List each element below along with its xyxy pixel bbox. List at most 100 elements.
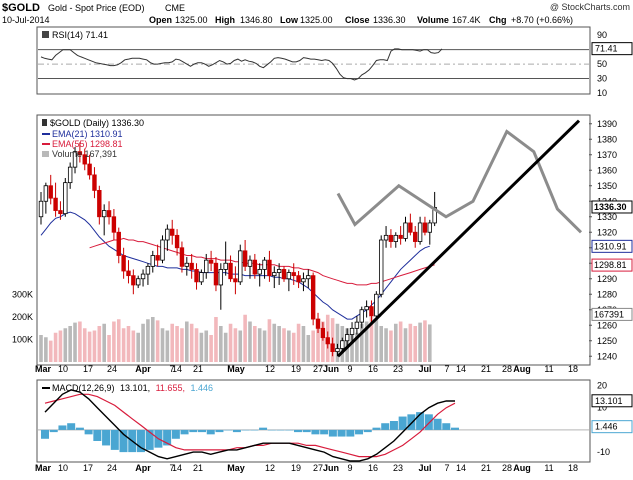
- candle-down: [77, 151, 83, 156]
- rsi-title: RSI(14) 71.41: [52, 30, 108, 40]
- macd-histogram-bar: [424, 414, 433, 430]
- candle-down: [155, 255, 160, 261]
- volume-bar: [287, 330, 291, 362]
- candle-up: [383, 234, 389, 241]
- macd-x-label: 11: [544, 463, 553, 473]
- volume-bar: [272, 323, 277, 362]
- price-x-label: 11: [544, 364, 553, 374]
- volume-value: 167.4K: [452, 15, 481, 25]
- price-x-label: 10: [58, 364, 68, 374]
- chg-value: +8.70 (+0.66%): [511, 15, 573, 25]
- price-tick-label: 1240: [597, 351, 617, 361]
- candle-up: [247, 259, 253, 267]
- volume-bar: [78, 321, 82, 362]
- low-label: Low: [280, 15, 299, 25]
- candle-up: [67, 166, 73, 184]
- close-label: Close: [345, 15, 370, 25]
- macd-panel: 20 10 -10 13.101 1.446: [38, 380, 633, 462]
- candle-up: [101, 210, 107, 218]
- rsi-value-marker: [591, 42, 633, 56]
- price-x-label: 9: [347, 364, 352, 374]
- candle-down: [310, 275, 316, 320]
- macd-histogram-bar: [320, 429, 329, 435]
- macd-histogram-bar: [416, 412, 425, 430]
- candle-up: [204, 259, 209, 273]
- macd-x-label: Mar: [35, 463, 52, 473]
- price-x-label: 23: [393, 364, 403, 374]
- volume-bar: [301, 326, 306, 362]
- close-value: 1336.30: [373, 15, 406, 25]
- macd-x-label: Jun: [323, 463, 339, 473]
- candle-down: [413, 231, 418, 242]
- macd-histogram-bar: [206, 429, 215, 435]
- rsi-tick-label: 90: [597, 30, 607, 40]
- candle-up: [393, 234, 398, 242]
- volume-bar: [92, 330, 97, 362]
- volume-bar: [398, 321, 403, 362]
- price-x-label: 17: [83, 364, 93, 374]
- price-value-marker: [591, 239, 633, 253]
- macd-x-label: 19: [291, 463, 301, 473]
- price-x-label: Aug: [513, 364, 531, 374]
- candle-down: [106, 210, 112, 218]
- volume-bar: [112, 321, 116, 362]
- price-x-label: Mar: [35, 364, 52, 374]
- candle-up: [165, 228, 170, 241]
- candle-down: [111, 216, 117, 233]
- rsi-tick-label: 30: [597, 74, 607, 84]
- macd-histogram-bar: [136, 429, 145, 453]
- candle-up: [432, 207, 437, 224]
- volume-bar: [53, 332, 58, 362]
- candle-up: [72, 151, 78, 168]
- macd-x-label: 28: [502, 463, 512, 473]
- candle-up: [262, 259, 267, 270]
- macd-legend-text: MACD(12,26,9) 13.101, 11.655, 1.446: [52, 383, 213, 393]
- candle-down: [228, 262, 233, 280]
- price-x-label: 27: [313, 364, 323, 374]
- volume-bar: [116, 319, 121, 362]
- candle-up: [403, 222, 408, 239]
- price-x-label: 14: [456, 364, 466, 374]
- macd-histogram-bar: [346, 429, 355, 437]
- candle-down: [82, 154, 87, 165]
- candle-up: [340, 340, 345, 349]
- candle-up: [238, 250, 243, 283]
- macd-histogram-bar: [145, 429, 154, 450]
- price-value-label: 1298.81: [594, 260, 627, 270]
- candle-up: [150, 255, 155, 267]
- rsi-value-label: 71.41: [595, 44, 618, 54]
- candle-down: [296, 275, 301, 283]
- candle-down: [388, 234, 394, 242]
- macd-x-label: 23: [393, 463, 403, 473]
- volume-bar: [107, 335, 111, 362]
- candle-up: [184, 262, 189, 267]
- candle-down: [58, 210, 63, 215]
- volume-bar: [204, 330, 209, 362]
- macd-title-macd: 13.101,: [120, 383, 150, 393]
- high-value: 1346.80: [240, 15, 273, 25]
- volume-bar: [160, 328, 165, 362]
- macd-histogram-bar: [119, 429, 128, 453]
- price-x-label: 7: [444, 364, 449, 374]
- macd-x-label: 12: [265, 463, 275, 473]
- volume-bar: [170, 323, 175, 362]
- candle-up: [199, 272, 204, 283]
- volume-bar: [58, 330, 63, 362]
- candle-down: [252, 259, 258, 275]
- macd-x-label: 14: [172, 463, 182, 473]
- volume-bar: [180, 328, 184, 362]
- candle-up: [374, 293, 379, 317]
- price-x-label: Jul: [418, 364, 431, 374]
- price-x-label: 12: [265, 364, 275, 374]
- price-value-marker: [591, 258, 633, 272]
- volume-bar: [408, 323, 413, 362]
- volume-bar: [243, 314, 247, 362]
- volume-bar: [199, 332, 204, 362]
- volume-bar: [150, 317, 155, 362]
- macd-histogram-bar: [285, 429, 294, 431]
- macd-value-label: 13.101: [595, 396, 623, 406]
- volume-bar: [44, 337, 48, 362]
- price-value-label: 1336.30: [594, 202, 627, 212]
- price-panel: 1390138013701360135013401330132013101300…: [12, 119, 633, 362]
- volume-bar: [389, 330, 393, 362]
